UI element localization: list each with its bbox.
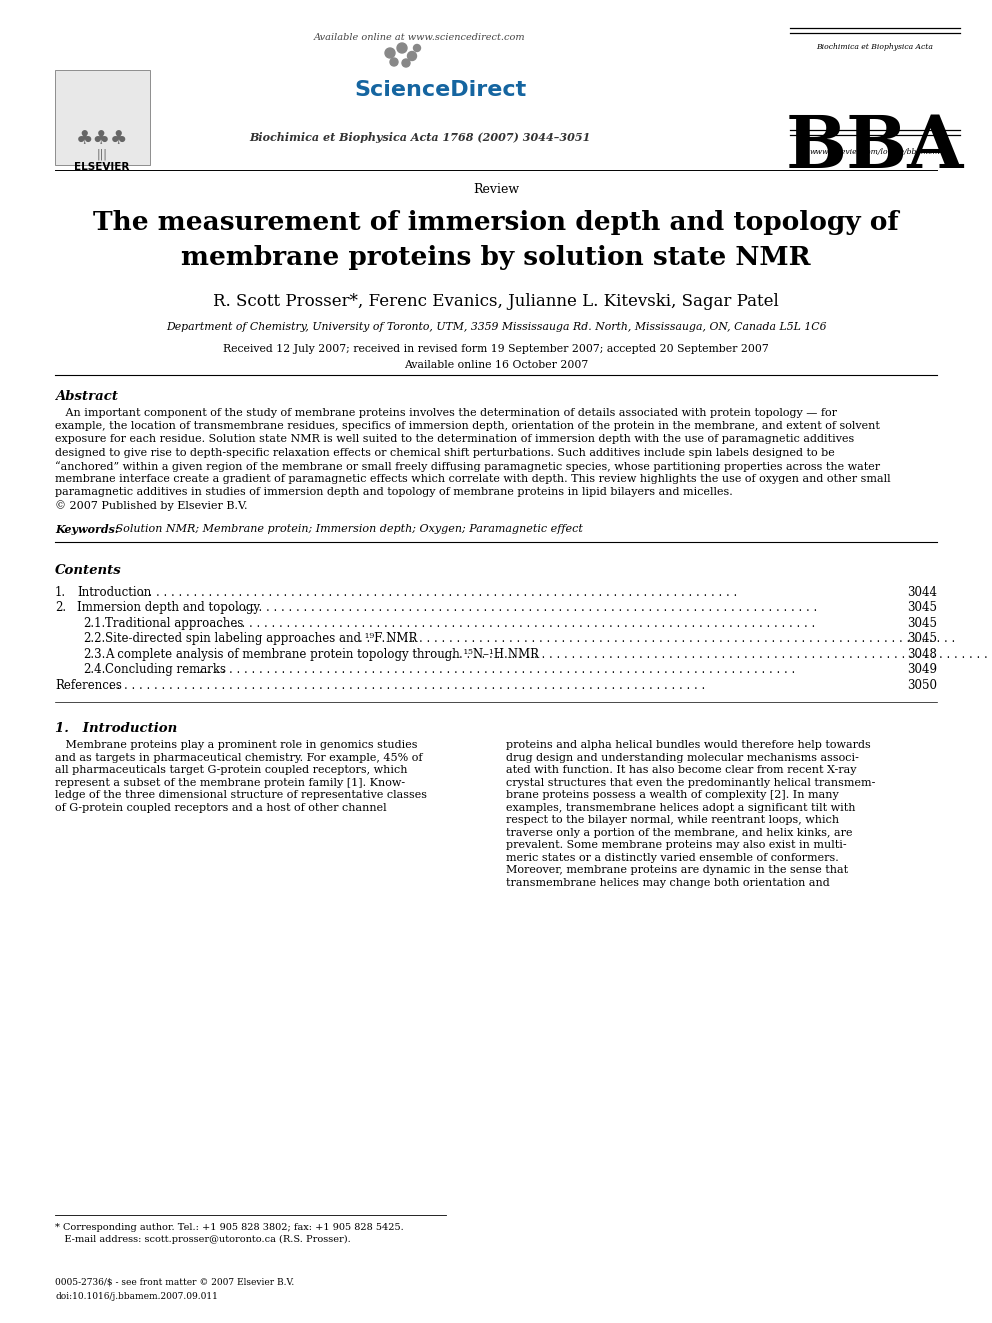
Text: and as targets in pharmaceutical chemistry. For example, 45% of: and as targets in pharmaceutical chemist… [55, 753, 423, 762]
Circle shape [408, 52, 417, 61]
Text: 2.: 2. [55, 601, 66, 614]
Text: 2.1.: 2.1. [83, 617, 105, 630]
Text: Immersion depth and topology: Immersion depth and topology [77, 601, 260, 614]
Text: Site-directed spin labeling approaches and ¹⁹F NMR: Site-directed spin labeling approaches a… [105, 632, 418, 646]
Text: R. Scott Prosser*, Ferenc Evanics, Julianne L. Kitevski, Sagar Patel: R. Scott Prosser*, Ferenc Evanics, Julia… [213, 292, 779, 310]
Text: . . . . . . . . . . . . . . . . . . . . . . . . . . . . . . . . . . . . . . . . : . . . . . . . . . . . . . . . . . . . . … [109, 679, 709, 692]
Text: crystal structures that even the predominantly helical transmem-: crystal structures that even the predomi… [506, 778, 875, 787]
Text: prevalent. Some membrane proteins may also exist in multi-: prevalent. Some membrane proteins may al… [506, 840, 846, 851]
Text: respect to the bilayer normal, while reentrant loops, which: respect to the bilayer normal, while ree… [506, 815, 839, 826]
Text: Available online at www.sciencedirect.com: Available online at www.sciencedirect.co… [314, 33, 526, 42]
Circle shape [402, 60, 410, 67]
Text: Biochimica et Biophysica Acta: Biochimica et Biophysica Acta [816, 44, 933, 52]
Text: example, the location of transmembrane residues, specifics of immersion depth, o: example, the location of transmembrane r… [55, 421, 880, 431]
Text: Department of Chemistry, University of Toronto, UTM, 3359 Mississauga Rd. North,: Department of Chemistry, University of T… [166, 321, 826, 332]
Text: 1.: 1. [55, 586, 66, 598]
Text: Membrane proteins play a prominent role in genomics studies: Membrane proteins play a prominent role … [55, 740, 418, 750]
Circle shape [390, 58, 398, 66]
Text: exposure for each residue. Solution state NMR is well suited to the determinatio: exposure for each residue. Solution stat… [55, 434, 854, 445]
Text: paramagnetic additives in studies of immersion depth and topology of membrane pr: paramagnetic additives in studies of imm… [55, 487, 733, 497]
Text: doi:10.1016/j.bbamem.2007.09.011: doi:10.1016/j.bbamem.2007.09.011 [55, 1293, 218, 1301]
Text: of G-protein coupled receptors and a host of other channel: of G-protein coupled receptors and a hos… [55, 803, 387, 812]
Circle shape [385, 48, 395, 58]
Text: brane proteins possess a wealth of complexity [2]. In many: brane proteins possess a wealth of compl… [506, 790, 839, 800]
Text: 0005-2736/$ - see front matter © 2007 Elsevier B.V.: 0005-2736/$ - see front matter © 2007 El… [55, 1278, 295, 1287]
Text: * Corresponding author. Tel.: +1 905 828 3802; fax: +1 905 828 5425.: * Corresponding author. Tel.: +1 905 828… [55, 1222, 404, 1232]
Text: 3050: 3050 [907, 679, 937, 692]
Text: . . . . . . . . . . . . . . . . . . . . . . . . . . . . . . . . . . . . . . . . : . . . . . . . . . . . . . . . . . . . . … [221, 601, 821, 614]
Text: www.elsevier.com/locate/bbamem: www.elsevier.com/locate/bbamem [809, 148, 940, 156]
Text: designed to give rise to depth-specific relaxation effects or chemical shift per: designed to give rise to depth-specific … [55, 447, 834, 458]
Text: represent a subset of the membrane protein family [1]. Know-: represent a subset of the membrane prote… [55, 778, 405, 787]
Text: all pharmaceuticals target G-protein coupled receptors, which: all pharmaceuticals target G-protein cou… [55, 765, 408, 775]
Text: 3048: 3048 [907, 647, 937, 660]
Text: Contents: Contents [55, 564, 122, 577]
Text: Keywords:: Keywords: [55, 524, 119, 534]
Bar [55, 70, 150, 165]
Text: 3044: 3044 [907, 586, 937, 598]
Text: 3045: 3045 [907, 601, 937, 614]
Text: 1.   Introduction: 1. Introduction [55, 722, 178, 736]
Circle shape [414, 45, 421, 52]
Text: 2.3.: 2.3. [83, 647, 105, 660]
Text: . . . . . . . . . . . . . . . . . . . . . . . . . . . . . . . . . . . . . . . . : . . . . . . . . . . . . . . . . . . . . … [359, 632, 959, 646]
Text: BBA: BBA [786, 112, 964, 183]
Circle shape [397, 44, 407, 53]
Text: Biochimica et Biophysica Acta 1768 (2007) 3044–3051: Biochimica et Biophysica Acta 1768 (2007… [249, 132, 590, 143]
Text: © 2007 Published by Elsevier B.V.: © 2007 Published by Elsevier B.V. [55, 500, 247, 511]
Text: A complete analysis of membrane protein topology through ¹⁵N–¹H NMR: A complete analysis of membrane protein … [105, 647, 539, 660]
Text: An important component of the study of membrane proteins involves the determinat: An important component of the study of m… [55, 407, 837, 418]
Text: examples, transmembrane helices adopt a significant tilt with: examples, transmembrane helices adopt a … [506, 803, 855, 812]
Text: Available online 16 October 2007: Available online 16 October 2007 [404, 360, 588, 370]
Text: Moreover, membrane proteins are dynamic in the sense that: Moreover, membrane proteins are dynamic … [506, 865, 848, 875]
Text: 2.2.: 2.2. [83, 632, 105, 646]
Text: 3045: 3045 [907, 632, 937, 646]
Text: |||: ||| [96, 148, 107, 160]
Text: proteins and alpha helical bundles would therefore help towards: proteins and alpha helical bundles would… [506, 740, 871, 750]
Text: References: References [55, 679, 122, 692]
Text: Review: Review [473, 183, 519, 196]
Text: ated with function. It has also become clear from recent X-ray: ated with function. It has also become c… [506, 765, 856, 775]
Text: . . . . . . . . . . . . . . . . . . . . . . . . . . . . . . . . . . . . . . . . : . . . . . . . . . . . . . . . . . . . . … [219, 617, 819, 630]
Text: ledge of the three dimensional structure of representative classes: ledge of the three dimensional structure… [55, 790, 427, 800]
Text: traverse only a portion of the membrane, and helix kinks, are: traverse only a portion of the membrane,… [506, 828, 852, 837]
Text: Abstract: Abstract [55, 390, 118, 404]
Text: Introduction: Introduction [77, 586, 151, 598]
Text: . . . . . . . . . . . . . . . . . . . . . . . . . . . . . . . . . . . . . . . . : . . . . . . . . . . . . . . . . . . . . … [199, 663, 799, 676]
Text: membrane proteins by solution state NMR: membrane proteins by solution state NMR [182, 245, 810, 270]
Text: “anchored” within a given region of the membrane or small freely diffusing param: “anchored” within a given region of the … [55, 460, 880, 471]
Text: The measurement of immersion depth and topology of: The measurement of immersion depth and t… [93, 210, 899, 235]
Text: 2.4.: 2.4. [83, 663, 105, 676]
Text: 3045: 3045 [907, 617, 937, 630]
Text: 3049: 3049 [907, 663, 937, 676]
Text: drug design and understanding molecular mechanisms associ-: drug design and understanding molecular … [506, 753, 859, 762]
Text: . . . . . . . . . . . . . . . . . . . . . . . . . . . . . . . . . . . . . . . . : . . . . . . . . . . . . . . . . . . . . … [444, 647, 992, 660]
Text: . . . . . . . . . . . . . . . . . . . . . . . . . . . . . . . . . . . . . . . . : . . . . . . . . . . . . . . . . . . . . … [141, 586, 741, 598]
Text: ScienceDirect: ScienceDirect [354, 79, 526, 101]
Text: ELSEVIER: ELSEVIER [74, 161, 130, 172]
Text: Traditional approaches: Traditional approaches [105, 617, 243, 630]
Text: Received 12 July 2007; received in revised form 19 September 2007; accepted 20 S: Received 12 July 2007; received in revis… [223, 344, 769, 355]
Text: membrane interface create a gradient of paramagnetic effects which correlate wit: membrane interface create a gradient of … [55, 474, 891, 484]
Text: Concluding remarks: Concluding remarks [105, 663, 226, 676]
Text: E-mail address: scott.prosser@utoronto.ca (R.S. Prosser).: E-mail address: scott.prosser@utoronto.c… [55, 1234, 351, 1244]
Text: Solution NMR; Membrane protein; Immersion depth; Oxygen; Paramagnetic effect: Solution NMR; Membrane protein; Immersio… [112, 524, 583, 533]
Text: ♣♣♣: ♣♣♣ [75, 130, 128, 148]
Text: meric states or a distinctly varied ensemble of conformers.: meric states or a distinctly varied ense… [506, 852, 839, 863]
Text: transmembrane helices may change both orientation and: transmembrane helices may change both or… [506, 877, 829, 888]
